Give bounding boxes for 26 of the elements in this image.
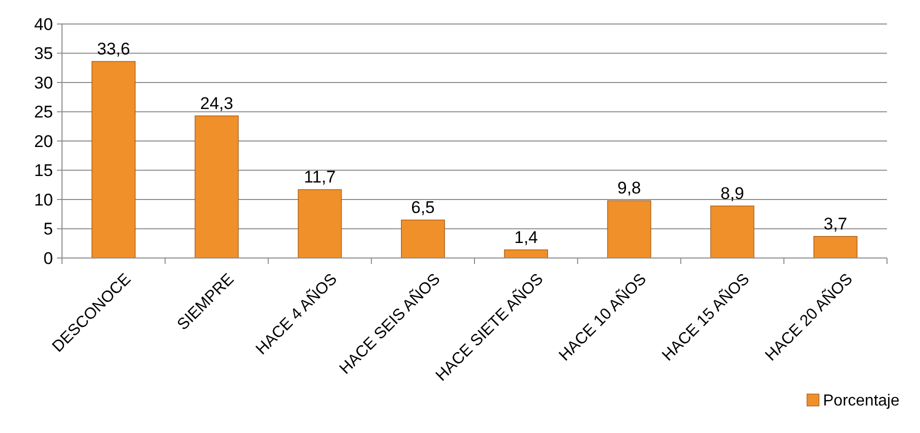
y-tick-label: 30 — [34, 73, 53, 92]
y-tick-label: 10 — [34, 190, 53, 210]
y-tick-label: 35 — [34, 44, 53, 64]
bar — [504, 250, 548, 258]
y-tick-label: 40 — [34, 14, 53, 34]
y-tick-label: 15 — [34, 161, 53, 180]
y-tick-label: 0 — [44, 248, 53, 268]
y-tick-label: 20 — [34, 132, 53, 151]
bar — [298, 189, 342, 258]
y-tick-label: 5 — [44, 220, 53, 239]
data-label: 1,4 — [514, 228, 538, 247]
data-label: 3,7 — [824, 214, 848, 234]
data-label: 9,8 — [617, 178, 642, 198]
data-label: 33,6 — [97, 39, 130, 58]
data-label: 8,9 — [720, 184, 744, 203]
legend-label: Porcentaje — [823, 392, 900, 410]
bar — [813, 236, 858, 258]
bar — [607, 200, 652, 258]
data-label: 11,7 — [304, 168, 336, 187]
bar — [400, 220, 445, 258]
bar — [710, 206, 754, 258]
bar — [92, 61, 136, 258]
y-tick-label: 25 — [34, 102, 53, 122]
data-label: 6,5 — [411, 198, 435, 217]
bar — [194, 116, 239, 258]
data-label: 24,3 — [200, 94, 234, 113]
